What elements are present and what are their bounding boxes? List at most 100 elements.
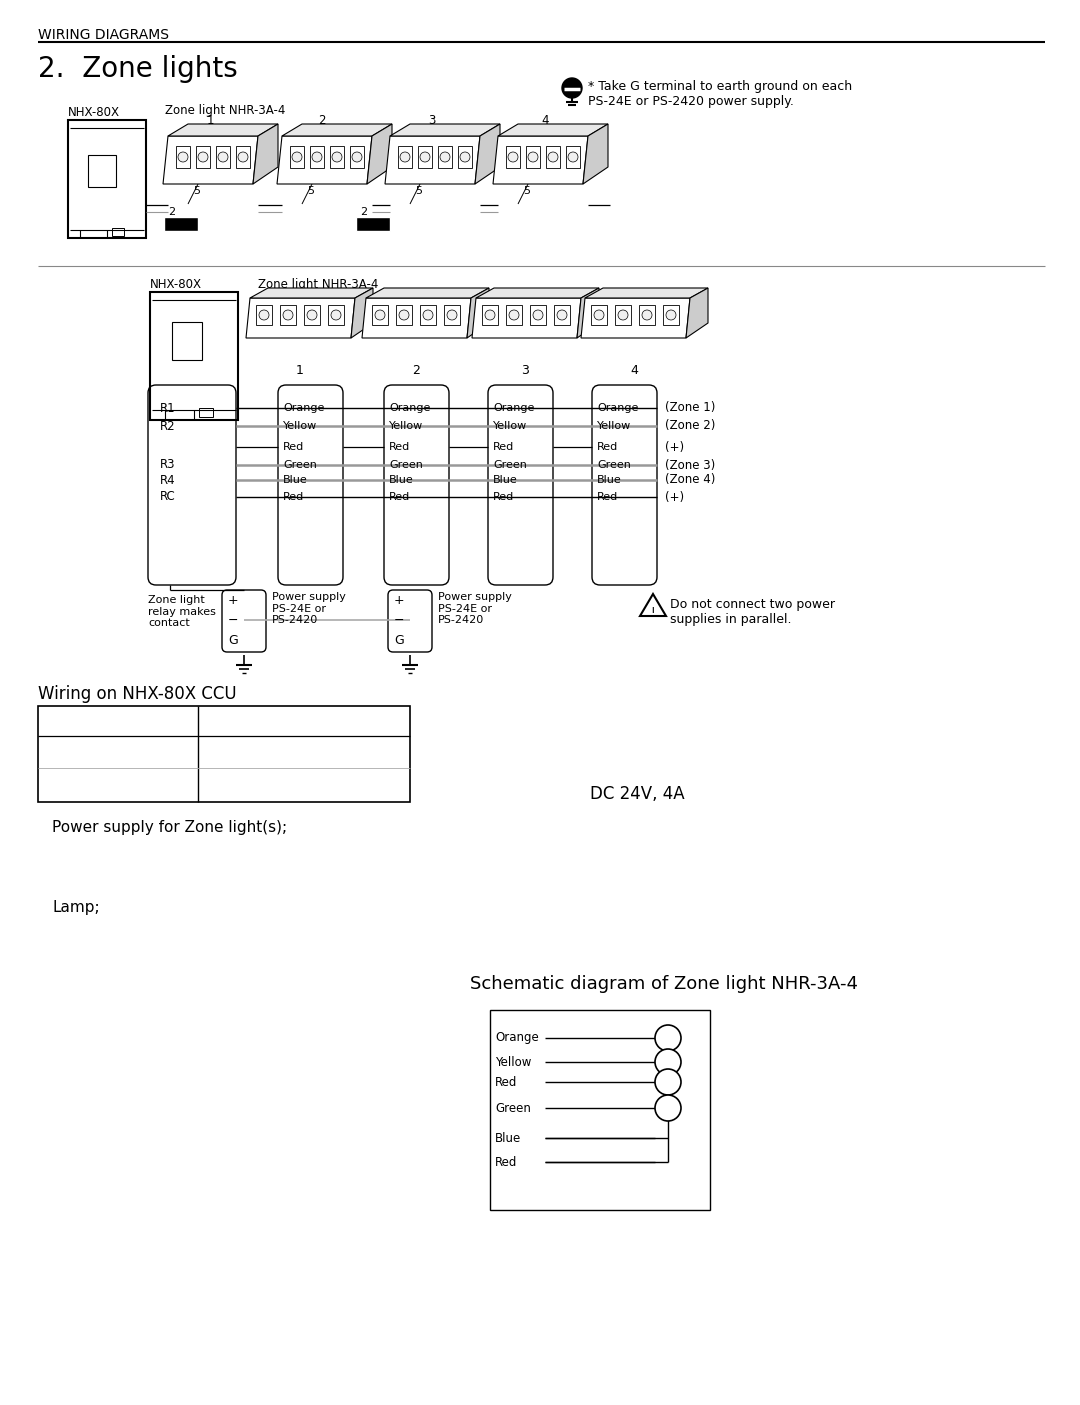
Circle shape <box>352 152 362 162</box>
Bar <box>291 146 303 169</box>
Polygon shape <box>472 298 581 339</box>
Bar <box>38 705 410 802</box>
Text: 2.  Zone lights: 2. Zone lights <box>38 55 238 83</box>
Text: R3: R3 <box>160 458 175 472</box>
Text: NHX-80X: NHX-80X <box>150 278 202 291</box>
Circle shape <box>642 311 652 320</box>
Bar <box>615 305 631 325</box>
Text: Yellow: Yellow <box>389 422 423 431</box>
Text: (Zone 3): (Zone 3) <box>665 458 715 472</box>
Text: (Zone 4): (Zone 4) <box>665 473 715 486</box>
Bar <box>458 146 472 169</box>
Text: Blue: Blue <box>492 475 517 485</box>
Bar <box>482 305 498 325</box>
Bar <box>150 292 238 420</box>
Text: NHX-80X: NHX-80X <box>68 105 120 119</box>
Bar <box>663 305 679 325</box>
Polygon shape <box>498 124 608 136</box>
Text: 3: 3 <box>521 364 529 377</box>
Polygon shape <box>476 288 599 298</box>
Text: (+): (+) <box>665 490 684 503</box>
Text: G: G <box>394 634 404 646</box>
Text: Power supply
PS-24E or
PS-2420: Power supply PS-24E or PS-2420 <box>438 592 512 625</box>
Polygon shape <box>366 288 489 298</box>
Polygon shape <box>390 124 500 136</box>
Bar <box>396 305 411 325</box>
Polygon shape <box>384 136 480 184</box>
Bar <box>303 305 320 325</box>
Bar <box>591 305 607 325</box>
Bar <box>112 228 124 236</box>
Text: 2: 2 <box>319 114 326 126</box>
Text: Red: Red <box>389 492 410 502</box>
Circle shape <box>564 80 580 96</box>
Text: (Zone 2): (Zone 2) <box>665 420 715 433</box>
Polygon shape <box>362 298 471 339</box>
Circle shape <box>557 311 567 320</box>
Circle shape <box>307 311 318 320</box>
Text: !: ! <box>650 606 656 618</box>
Text: PS24: PS24 <box>360 219 387 229</box>
Circle shape <box>283 311 293 320</box>
Circle shape <box>178 152 188 162</box>
Text: Blue: Blue <box>283 475 308 485</box>
Text: 5: 5 <box>193 185 200 197</box>
Circle shape <box>528 152 538 162</box>
Circle shape <box>259 311 269 320</box>
Text: 2: 2 <box>360 207 367 216</box>
Polygon shape <box>475 124 500 184</box>
Bar <box>199 407 213 417</box>
Circle shape <box>330 311 341 320</box>
Text: Schematic diagram of Zone light NHR-3A-4: Schematic diagram of Zone light NHR-3A-4 <box>470 975 858 993</box>
Text: Lamp;: Lamp; <box>52 901 99 915</box>
Bar <box>444 305 460 325</box>
Text: G: G <box>228 634 238 646</box>
Text: Orange: Orange <box>283 403 324 413</box>
Circle shape <box>534 311 543 320</box>
Circle shape <box>312 152 322 162</box>
Bar <box>356 216 390 230</box>
Circle shape <box>508 152 518 162</box>
Polygon shape <box>249 288 373 298</box>
Text: Green: Green <box>283 459 316 471</box>
Text: 4: 4 <box>630 364 638 377</box>
Bar <box>546 146 561 169</box>
Text: R1: R1 <box>160 402 176 414</box>
Text: Green: Green <box>389 459 423 471</box>
Text: −: − <box>394 614 405 627</box>
Bar <box>256 305 272 325</box>
Text: 2: 2 <box>168 207 175 216</box>
Circle shape <box>399 311 409 320</box>
Bar <box>280 305 296 325</box>
Text: −: − <box>228 614 239 627</box>
Circle shape <box>460 152 470 162</box>
Circle shape <box>420 152 430 162</box>
Polygon shape <box>351 288 373 339</box>
Polygon shape <box>276 136 372 184</box>
Text: Yellow: Yellow <box>495 1055 531 1068</box>
Bar <box>330 146 345 169</box>
Circle shape <box>654 1069 681 1094</box>
Circle shape <box>654 1026 681 1051</box>
Polygon shape <box>640 594 666 615</box>
Bar <box>507 305 522 325</box>
Bar <box>68 119 146 237</box>
Text: Yellow: Yellow <box>283 422 318 431</box>
Text: Green: Green <box>495 1102 531 1114</box>
Text: Power supply for Zone light(s);: Power supply for Zone light(s); <box>52 821 287 835</box>
Circle shape <box>562 79 582 98</box>
Text: Red: Red <box>597 492 618 502</box>
Text: Zone light NHR-3A-4: Zone light NHR-3A-4 <box>165 104 285 117</box>
Circle shape <box>548 152 558 162</box>
Text: DC 24V, 4A: DC 24V, 4A <box>590 785 685 804</box>
Circle shape <box>509 311 519 320</box>
Circle shape <box>218 152 228 162</box>
Text: +: + <box>228 593 239 607</box>
Circle shape <box>375 311 384 320</box>
Text: Red: Red <box>492 443 514 452</box>
Circle shape <box>198 152 208 162</box>
Circle shape <box>238 152 248 162</box>
Text: 3: 3 <box>429 114 435 126</box>
Bar <box>507 146 519 169</box>
Text: RC: RC <box>160 490 176 503</box>
